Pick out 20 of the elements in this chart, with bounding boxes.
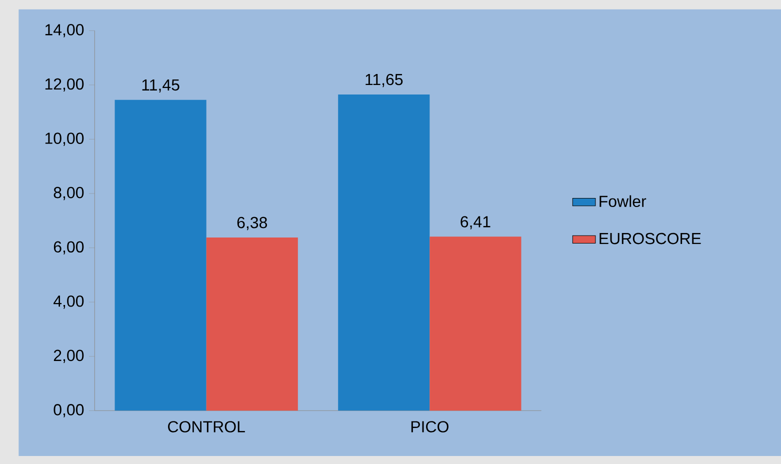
- y-tick-label: 6,00: [54, 241, 84, 254]
- data-label: 11,65: [366, 74, 403, 88]
- bar: [206, 237, 298, 411]
- y-tick-label: 8,00: [54, 186, 84, 200]
- x-tick-label: CONTROL: [168, 421, 245, 432]
- y-tick-label: 14,00: [45, 24, 84, 38]
- y-tick-label: 0,00: [54, 404, 84, 418]
- y-tick-label: 4,00: [54, 295, 84, 309]
- bar: [114, 100, 206, 411]
- bar: [430, 236, 522, 411]
- x-tick-label: PICO: [411, 421, 448, 432]
- y-tick-label: 12,00: [45, 78, 84, 92]
- data-label: 11,45: [142, 79, 180, 93]
- legend-label: Fowler: [600, 195, 646, 208]
- y-tick-label: 2,00: [54, 350, 84, 363]
- y-tick-label: 10,00: [45, 132, 84, 146]
- bar: [338, 94, 430, 411]
- data-label: 6,41: [460, 216, 490, 230]
- data-label: 6,38: [237, 216, 267, 230]
- legend-label: EUROSCORE: [600, 232, 701, 244]
